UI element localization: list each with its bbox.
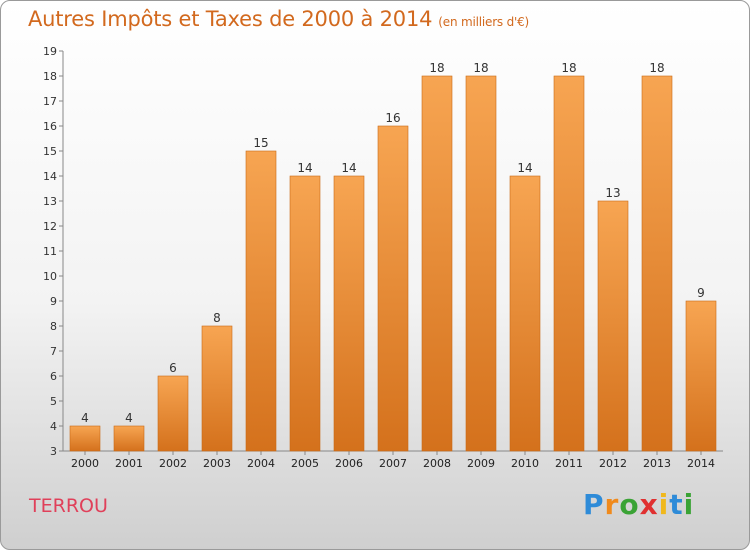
proxiti-logo: Proxiti (583, 488, 694, 521)
bar-2014 (685, 300, 717, 452)
y-tick-label: 7 (50, 345, 57, 358)
chart-title-text: Autres Impôts et Taxes de 2000 à 2014 (28, 7, 433, 31)
y-tick-label: 19 (43, 45, 57, 58)
y-tick-label: 8 (50, 320, 57, 333)
bar-value-label: 18 (429, 61, 444, 75)
y-tick-label: 6 (50, 370, 57, 383)
bar-2007 (377, 125, 409, 452)
y-tick-label: 16 (43, 120, 57, 133)
logo-letter: x (639, 488, 659, 521)
bar-value-label: 18 (649, 61, 664, 75)
x-tick-label: 2004 (247, 457, 275, 470)
bar-2011 (553, 75, 585, 452)
bar-value-label: 16 (385, 111, 400, 125)
y-tick-label: 14 (43, 170, 57, 183)
x-tick-label: 2007 (379, 457, 407, 470)
bar-value-label: 6 (169, 361, 177, 375)
x-tick-label: 2001 (115, 457, 143, 470)
bar-2013 (641, 75, 673, 452)
x-tick-label: 2000 (71, 457, 99, 470)
x-tick-label: 2011 (555, 457, 583, 470)
logo-letter: t (669, 488, 684, 521)
bar-value-label: 18 (561, 61, 576, 75)
bar-value-label: 18 (473, 61, 488, 75)
y-tick-label: 3 (50, 445, 57, 458)
x-tick-label: 2003 (203, 457, 231, 470)
x-tick-label: 2012 (599, 457, 627, 470)
x-tick-label: 2010 (511, 457, 539, 470)
x-tick-label: 2005 (291, 457, 319, 470)
logo-letter: i (658, 488, 670, 521)
chart-labels: 4 2000 4 2001 6 2002 8 2003 15 2004 14 2005 14 2006 16… (71, 61, 715, 470)
chart-title: Autres Impôts et Taxes de 2000 à 2014 (en… (28, 7, 529, 31)
bar-value-label: 13 (605, 186, 620, 200)
commune-name: TERROU (29, 495, 108, 517)
logo-letter: i (683, 488, 695, 521)
bar-2002 (157, 375, 189, 452)
bar-2009 (465, 75, 497, 452)
bar-value-label: 14 (517, 161, 532, 175)
bar-2000 (69, 425, 101, 452)
bar-2010 (509, 175, 541, 452)
y-tick-label: 18 (43, 70, 57, 83)
x-tick-label: 2009 (467, 457, 495, 470)
chart-unit: (en milliers d'€) (438, 15, 530, 29)
y-tick-label: 13 (43, 195, 57, 208)
y-tick-label: 5 (50, 395, 57, 408)
y-tick-label: 15 (43, 145, 57, 158)
y-tick-label: 12 (43, 220, 57, 233)
bar-2001 (113, 425, 145, 452)
chart-bars (69, 75, 717, 452)
bar-value-label: 4 (125, 411, 133, 425)
bar-2003 (201, 325, 233, 452)
x-tick-label: 2002 (159, 457, 187, 470)
y-tick-label: 10 (43, 270, 57, 283)
bar-2004 (245, 150, 277, 452)
bar-2006 (333, 175, 365, 452)
bar-value-label: 14 (341, 161, 356, 175)
bar-value-label: 8 (213, 311, 221, 325)
x-tick-label: 2014 (687, 457, 715, 470)
bar-2005 (289, 175, 321, 452)
x-tick-label: 2006 (335, 457, 363, 470)
y-tick-label: 4 (50, 420, 57, 433)
x-tick-label: 2013 (643, 457, 671, 470)
logo-letter: o (619, 488, 640, 521)
y-tick-label: 11 (43, 245, 57, 258)
logo-letter: P (583, 488, 605, 521)
bar-2012 (597, 200, 629, 452)
logo-letter: r (604, 488, 620, 521)
y-tick-label: 17 (43, 95, 57, 108)
y-tick-label: 9 (50, 295, 57, 308)
bar-value-label: 9 (697, 286, 705, 300)
bar-value-label: 4 (81, 411, 89, 425)
bar-value-label: 15 (253, 136, 268, 150)
bar-value-label: 14 (297, 161, 312, 175)
x-tick-label: 2008 (423, 457, 451, 470)
bar-2008 (421, 75, 453, 452)
